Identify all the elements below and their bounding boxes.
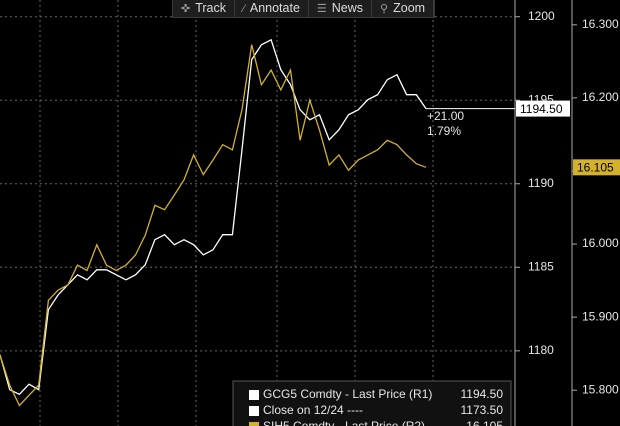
toolbar: ✜ Track ∕ Annotate ☰ News ⚲ Zoom [172,0,436,18]
legend-name: SIH5 Comdty - Last Price (R2) [263,419,425,426]
y-tick-label: 1200 [528,9,555,23]
button-label: News [331,1,364,15]
change-annotation: 1.79% [427,124,461,138]
y-tick-label: 1180 [528,343,554,357]
y2-tick-label: 15.800 [582,382,619,396]
legend-box [232,380,512,426]
y2-tick-label: 16.200 [582,90,619,104]
last-price-label: 1194.50 [520,102,563,116]
legend-swatch [249,406,259,416]
legend-value: 1194.50 [461,387,504,401]
legend-name: Close on 12/24 ---- [263,403,363,417]
button-label: Annotate [249,1,300,15]
annotate-button[interactable]: ∕ Annotate [235,0,309,17]
legend: GCG5 Comdty - Last Price (R1) 1194.50 Clos… [232,380,512,426]
change-annotation: +21.00 [427,109,464,123]
y-tick-label: 1190 [528,176,554,190]
price-line [0,38,427,396]
news-button[interactable]: ☰ News [309,0,373,17]
y-tick-label: 1185 [528,259,554,273]
last-price-box [573,159,620,176]
y2-tick-label: 15.900 [582,309,619,323]
last-price-label: 16.105 [577,161,614,175]
legend-name: GCG5 Comdty - Last Price (R1) [263,387,432,401]
last-price-box [516,100,570,117]
legend-swatch [249,422,259,426]
button-label: Zoom [393,1,426,15]
y2-tick-label: 16.000 [582,236,619,250]
price-line [0,44,427,407]
track-button[interactable]: ✜ Track [173,0,236,17]
legend-value: 16.105 [466,419,503,426]
legend-swatch [249,390,259,400]
zoom-button[interactable]: ⚲ Zoom [372,0,435,17]
legend-value: 1173.50 [461,403,504,417]
button-label: Track [195,1,227,15]
y2-tick-label: 16.300 [582,17,619,31]
